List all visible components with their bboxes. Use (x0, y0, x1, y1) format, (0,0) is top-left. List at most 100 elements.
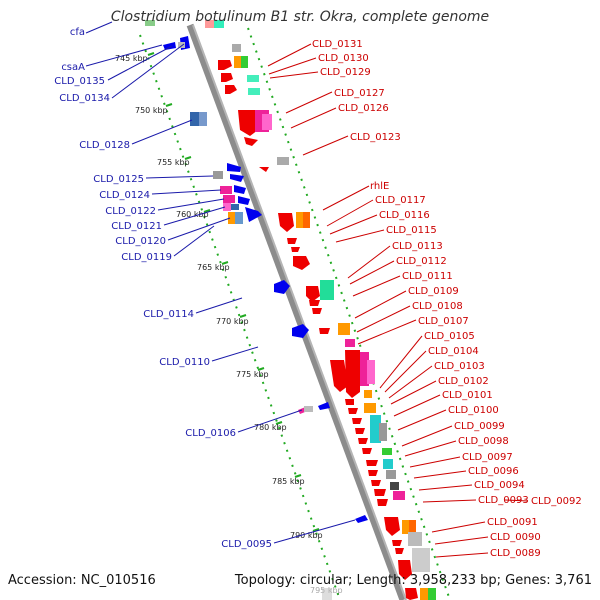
gene-label-CLD_0094[interactable]: CLD_0094 (474, 480, 525, 491)
gene-label-CLD_0091[interactable]: CLD_0091 (487, 517, 538, 528)
gene-label-CLD_0089[interactable]: CLD_0089 (490, 548, 541, 559)
callout-line (211, 346, 259, 362)
accession-text: Accession: NC_010516 (8, 573, 156, 588)
gene-label-CLD_0120[interactable]: CLD_0120 (115, 236, 166, 247)
forward-gene-arrow (318, 402, 330, 410)
gene-label-CLD_0128[interactable]: CLD_0128 (79, 140, 130, 151)
gene-label-CLD_0111[interactable]: CLD_0111 (402, 271, 453, 282)
callout-line (393, 394, 441, 417)
gene-label-CLD_0125[interactable]: CLD_0125 (93, 174, 144, 185)
gene-label-CLD_0109[interactable]: CLD_0109 (408, 286, 459, 297)
reverse-gene-arrow (345, 350, 360, 398)
gene-label-CLD_0099[interactable]: CLD_0099 (454, 421, 505, 432)
scale-tick (275, 421, 283, 425)
reverse-gene-arrow (395, 548, 404, 554)
reverse-gene-arrow (374, 489, 386, 496)
reverse-gene-arrow (221, 73, 233, 82)
callout-line (504, 499, 529, 502)
gene-block (322, 588, 332, 600)
gene-block (232, 44, 241, 52)
gene-label-CLD_0115[interactable]: CLD_0115 (386, 225, 437, 236)
gene-label-CLD_0101[interactable]: CLD_0101 (442, 390, 493, 401)
callout-line (237, 409, 303, 433)
gene-label-rhlE[interactable]: rhlE (370, 181, 389, 192)
callout-line (401, 425, 453, 447)
gene-label-CLD_0092[interactable]: CLD_0092 (531, 496, 582, 507)
gene-label-cfa[interactable]: cfa (70, 27, 85, 38)
gene-label-CLD_0102[interactable]: CLD_0102 (438, 376, 489, 387)
gene-block (360, 352, 369, 386)
gene-block (408, 532, 422, 546)
scale-tick (184, 156, 192, 160)
scale-tick (257, 367, 265, 371)
gene-label-CLD_0110[interactable]: CLD_0110 (159, 357, 210, 368)
gene-block (228, 212, 235, 224)
gene-label-CLD_0122[interactable]: CLD_0122 (105, 206, 156, 217)
gene-label-CLD_0105[interactable]: CLD_0105 (424, 331, 475, 342)
gene-label-CLD_0107[interactable]: CLD_0107 (418, 316, 469, 327)
callout-line (404, 440, 457, 457)
gene-label-CLD_0131[interactable]: CLD_0131 (312, 39, 363, 50)
gene-label-CLD_0130[interactable]: CLD_0130 (318, 53, 369, 64)
callout-line (290, 107, 337, 129)
scale-label: 765 kbp (197, 263, 230, 272)
forward-gene-arrow (230, 174, 244, 182)
scale-tick (239, 314, 247, 318)
callout-line (384, 350, 427, 393)
callout-line (390, 380, 437, 405)
gene-label-CLD_0134[interactable]: CLD_0134 (59, 93, 110, 104)
gene-label-CLD_0098[interactable]: CLD_0098 (458, 436, 509, 447)
gene-block (382, 448, 392, 455)
gene-label-CLD_0090[interactable]: CLD_0090 (490, 532, 541, 543)
gene-label-CLD_0124[interactable]: CLD_0124 (99, 190, 150, 201)
gene-label-CLD_0103[interactable]: CLD_0103 (434, 361, 485, 372)
gene-label-CLD_0126[interactable]: CLD_0126 (338, 103, 389, 114)
callout-line (413, 470, 467, 479)
topology-text: Topology: circular; Length: 3,958,233 bp… (234, 573, 592, 588)
gene-label-CLD_0121[interactable]: CLD_0121 (111, 221, 162, 232)
forward-gene-arrow (163, 42, 176, 50)
gene-label-CLD_0100[interactable]: CLD_0100 (448, 405, 499, 416)
gene-label-CLD_0129[interactable]: CLD_0129 (320, 67, 371, 78)
reverse-gene-arrow (384, 517, 400, 536)
gene-label-CLD_0108[interactable]: CLD_0108 (412, 301, 463, 312)
gene-label-CLD_0123[interactable]: CLD_0123 (350, 132, 401, 143)
gene-block (364, 403, 376, 413)
callout-line (326, 199, 374, 227)
callout-line (435, 552, 489, 558)
reverse-gene-arrow (293, 256, 310, 270)
gene-label-CLD_0119[interactable]: CLD_0119 (121, 252, 172, 263)
gene-label-CLD_0104[interactable]: CLD_0104 (428, 346, 479, 357)
gene-label-CLD_0117[interactable]: CLD_0117 (375, 195, 426, 206)
right-gene-labels: CLD_0131 CLD_0130 CLD_0129 CLD_0127 CLD_… (312, 39, 582, 559)
callout-line (388, 365, 433, 399)
gene-label-CLD_0093[interactable]: CLD_0093 (478, 495, 529, 506)
gene-label-CLD_0135[interactable]: CLD_0135 (54, 76, 105, 87)
gene-block (296, 212, 303, 228)
gene-label-CLD_0113[interactable]: CLD_0113 (392, 241, 443, 252)
callout-line (397, 409, 447, 431)
gene-block (231, 204, 239, 210)
reverse-gene-arrow (291, 247, 300, 252)
gene-label-CLD_0106[interactable]: CLD_0106 (185, 428, 236, 439)
reverse-gene-arrow (319, 328, 330, 334)
callout-line (302, 135, 349, 156)
callout-line (273, 519, 356, 544)
gene-label-CLD_0095[interactable]: CLD_0095 (221, 539, 272, 550)
gene-label-CLD_0127[interactable]: CLD_0127 (334, 88, 385, 99)
scale-tick (165, 103, 173, 107)
scale-ticks (147, 52, 320, 532)
gene-label-csaA[interactable]: csaA (61, 62, 85, 73)
callout-line (85, 21, 113, 34)
reverse-gene-arrow (371, 480, 381, 486)
gene-block (303, 212, 310, 228)
callout-line (167, 217, 231, 241)
gene-label-CLD_0112[interactable]: CLD_0112 (396, 256, 447, 267)
gene-label-CLD_0096[interactable]: CLD_0096 (468, 466, 519, 477)
gene-label-CLD_0116[interactable]: CLD_0116 (379, 210, 430, 221)
reverse-gene-arrow (352, 418, 362, 424)
gene-block (428, 588, 436, 600)
gene-block (145, 20, 155, 26)
gene-label-CLD_0114[interactable]: CLD_0114 (143, 309, 194, 320)
gene-label-CLD_0097[interactable]: CLD_0097 (462, 452, 513, 463)
